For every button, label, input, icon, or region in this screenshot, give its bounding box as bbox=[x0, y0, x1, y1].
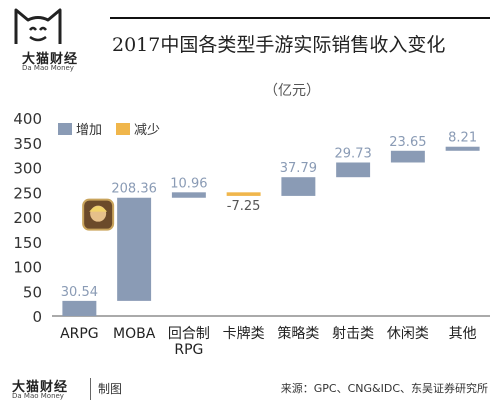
footer-divider bbox=[90, 378, 91, 400]
cat-logo-icon bbox=[14, 8, 62, 44]
y-tick-label: 250 bbox=[13, 184, 42, 202]
y-tick-label: 350 bbox=[13, 135, 42, 153]
legend-swatch bbox=[116, 123, 130, 135]
x-tick-label: 策略类 bbox=[277, 325, 319, 342]
data-label: 10.96 bbox=[170, 176, 207, 191]
x-tick-label: 休闲类 bbox=[387, 326, 429, 342]
waterfall-bar bbox=[171, 192, 206, 198]
data-label: 208.36 bbox=[111, 182, 157, 197]
waterfall-bar bbox=[226, 192, 261, 196]
y-tick-label: 400 bbox=[13, 110, 42, 128]
title-rule bbox=[110, 17, 490, 19]
data-label: 37.79 bbox=[280, 161, 317, 176]
y-tick-label: 50 bbox=[23, 283, 42, 301]
x-tick-label: 射击类 bbox=[332, 326, 374, 342]
legend-label: 减少 bbox=[134, 123, 160, 138]
footer-source: 来源：GPC、CNG&IDC、东吴证券研究所 bbox=[280, 382, 488, 395]
footer-made-label: 制图 bbox=[98, 382, 123, 396]
waterfall-bar bbox=[281, 177, 316, 196]
x-tick-label: 卡牌类 bbox=[223, 325, 265, 342]
header: 大猫财经 Da Mao Money 2017中国各类型手游实际销售收入变化 bbox=[0, 0, 500, 72]
data-label: 23.65 bbox=[389, 135, 426, 150]
legend-label: 增加 bbox=[76, 123, 102, 138]
waterfall-bar bbox=[445, 146, 480, 151]
game-app-icon bbox=[82, 198, 115, 231]
waterfall-bar bbox=[117, 197, 152, 301]
x-tick-label: MOBA bbox=[113, 326, 156, 342]
x-tick-label: 回合制 RPG bbox=[168, 326, 210, 358]
x-tick-label: 其他 bbox=[449, 326, 477, 342]
unit-label: （亿元） bbox=[264, 83, 320, 99]
brand-subtitle: Da Mao Money bbox=[22, 64, 74, 72]
y-tick-label: 150 bbox=[13, 234, 42, 252]
data-label: 29.73 bbox=[335, 146, 372, 161]
brand-logo: 大猫财经 Da Mao Money bbox=[8, 4, 108, 72]
waterfall-bar bbox=[390, 150, 425, 163]
y-tick-label: 300 bbox=[13, 160, 42, 178]
data-label: 8.21 bbox=[448, 131, 477, 146]
chart-title: 2017中国各类型手游实际销售收入变化 bbox=[112, 34, 446, 56]
footer-brand-subtitle: Da Mao Money bbox=[12, 392, 64, 400]
x-tick-label: ARPG bbox=[60, 326, 99, 342]
footer-brand-name: 大猫财经 bbox=[12, 380, 69, 395]
waterfall-bar bbox=[336, 162, 371, 178]
y-tick-label: 100 bbox=[13, 259, 42, 277]
data-label: -7.25 bbox=[227, 199, 261, 214]
footer: 大猫财经 Da Mao Money 制图 来源：GPC、CNG&IDC、东吴证券… bbox=[0, 372, 500, 407]
data-label: 30.54 bbox=[61, 285, 98, 300]
y-tick-label: 200 bbox=[13, 209, 42, 227]
y-tick-label: 0 bbox=[32, 308, 42, 326]
brand-name: 大猫财经 bbox=[22, 52, 79, 67]
waterfall-chart: 0 50 100 150 200 250 300 350 400 增加 减少 30.54 ARPG 208… bbox=[13, 110, 490, 358]
legend-swatch bbox=[58, 123, 72, 135]
waterfall-bar bbox=[62, 300, 97, 316]
